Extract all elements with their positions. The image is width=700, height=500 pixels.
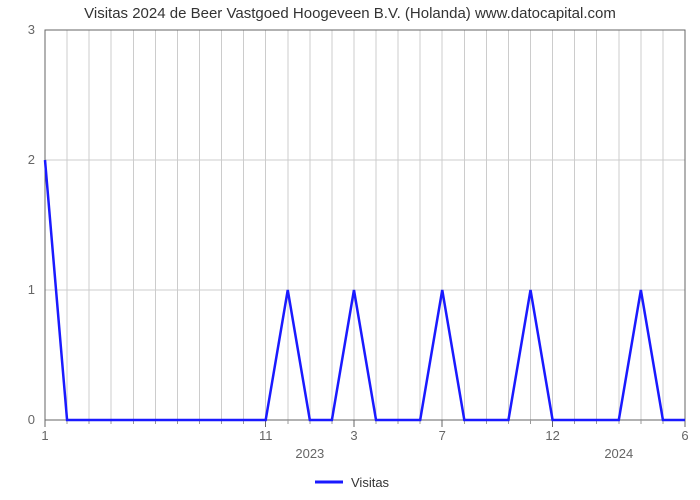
x-tick-label: 3 bbox=[350, 428, 357, 443]
legend-label: Visitas bbox=[351, 475, 390, 490]
chart-title: Visitas 2024 de Beer Vastgoed Hoogeveen … bbox=[84, 5, 616, 22]
y-tick-label: 1 bbox=[28, 282, 35, 297]
y-tick-label: 0 bbox=[28, 412, 35, 427]
visits-line-chart: Visitas 2024 de Beer Vastgoed Hoogeveen … bbox=[0, 0, 700, 500]
x-sub-label: 2024 bbox=[604, 446, 633, 461]
x-sub-label: 2023 bbox=[295, 446, 324, 461]
x-tick-label: 6 bbox=[681, 428, 688, 443]
y-tick-label: 2 bbox=[28, 152, 35, 167]
x-tick-label: 7 bbox=[439, 428, 446, 443]
x-tick-label: 1 bbox=[41, 428, 48, 443]
y-tick-label: 3 bbox=[28, 22, 35, 37]
x-tick-label: 11 bbox=[259, 428, 273, 443]
x-tick-label: 12 bbox=[545, 428, 559, 443]
